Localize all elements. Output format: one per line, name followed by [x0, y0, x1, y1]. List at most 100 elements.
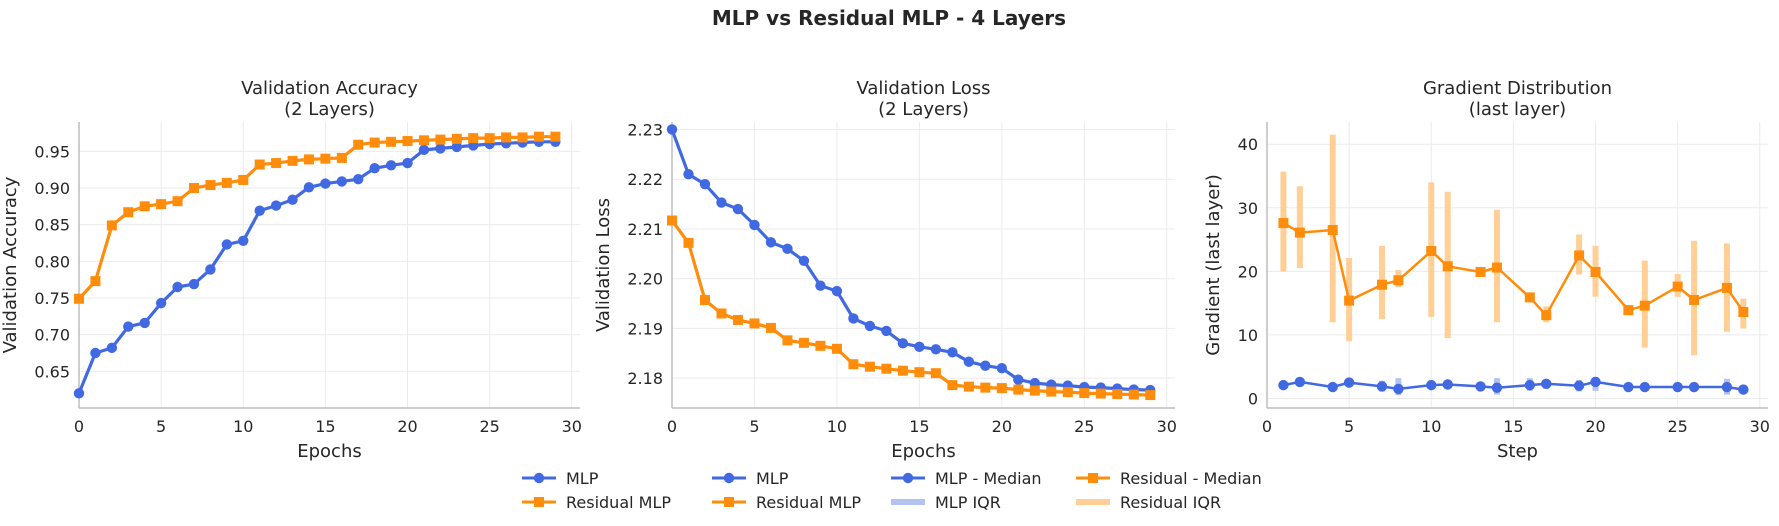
data-point — [666, 124, 678, 135]
data-point — [517, 132, 528, 143]
data-point — [1491, 382, 1503, 393]
data-point — [1294, 376, 1306, 388]
x-tick-label: 15 — [909, 417, 929, 436]
x-tick-label: 20 — [397, 417, 417, 436]
y-tick-label: 2.21 — [627, 220, 663, 239]
data-point — [287, 155, 298, 166]
data-point — [897, 365, 908, 376]
data-point — [782, 335, 793, 346]
data-point — [74, 293, 84, 304]
data-point — [1376, 279, 1387, 290]
data-point — [815, 280, 826, 291]
data-point — [188, 278, 200, 290]
y-tick-label: 2.23 — [627, 120, 663, 139]
data-point — [683, 237, 694, 248]
data-point — [1343, 377, 1355, 388]
data-point — [831, 343, 842, 354]
data-point — [848, 313, 859, 324]
legend-entry: MLP IQR — [891, 493, 1001, 512]
data-point — [484, 133, 495, 144]
data-point — [402, 136, 413, 147]
data-point — [1426, 379, 1437, 391]
legend-entry: Residual MLP — [522, 493, 671, 512]
data-point — [1590, 266, 1601, 277]
data-point — [172, 281, 183, 293]
y-tick-label: 0 — [1248, 389, 1258, 408]
x-tick-label: 30 — [1157, 417, 1177, 436]
panel-title-line: (last layer) — [1469, 99, 1566, 120]
y-tick-label: 0.75 — [34, 289, 70, 308]
data-point — [271, 158, 282, 169]
y-tick-label: 2.20 — [627, 270, 663, 289]
data-point — [716, 308, 727, 319]
data-point — [963, 356, 975, 367]
data-point — [336, 176, 348, 187]
legend-marker — [533, 472, 545, 484]
data-point — [106, 342, 118, 354]
data-point — [336, 152, 347, 163]
data-point — [270, 200, 282, 211]
data-point — [1344, 295, 1355, 306]
legend-marker — [902, 472, 914, 484]
data-point — [1639, 381, 1651, 393]
y-tick-label: 10 — [1238, 326, 1258, 345]
data-point — [205, 264, 216, 275]
data-point — [386, 136, 397, 147]
data-point — [238, 174, 249, 185]
data-point — [782, 243, 793, 255]
data-point — [716, 197, 727, 208]
data-point — [1013, 384, 1024, 395]
x-tick-label: 20 — [992, 417, 1012, 436]
y-axis-label: Validation Loss — [593, 198, 614, 332]
y-tick-label: 2.22 — [627, 170, 663, 189]
data-point — [815, 340, 826, 351]
data-point — [1541, 310, 1552, 321]
gridlines — [78, 122, 580, 408]
data-point — [188, 183, 199, 193]
data-point — [947, 380, 958, 391]
data-point — [1029, 385, 1040, 396]
data-point — [155, 297, 167, 309]
data-point — [930, 368, 941, 379]
chart-panel-3: 0 5 10 15 20 25 30 0 10 20 30 40 Step Gradient (last … — [1203, 78, 1770, 462]
y-tick-label: 0.95 — [34, 142, 70, 161]
y-tick-label: 0.90 — [34, 179, 70, 198]
x-tick-label: 10 — [827, 417, 847, 436]
data-point — [1393, 275, 1404, 286]
data-point — [1046, 386, 1057, 397]
data-point — [1145, 390, 1156, 401]
x-tick-label: 0 — [667, 417, 677, 436]
legend: MLP Residual MLP MLP Residual MLP MLP - Medi… — [522, 469, 1262, 512]
y-tick-label: 40 — [1238, 135, 1258, 154]
data-point — [980, 360, 991, 371]
y-axis-label: Gradient (last layer) — [1203, 174, 1224, 355]
y-axis-label: Validation Accuracy — [0, 176, 21, 353]
panel-title-line: Gradient Distribution — [1423, 78, 1612, 99]
series-line — [1282, 222, 1745, 317]
legend-marker — [723, 472, 735, 484]
data-point — [1672, 281, 1683, 292]
data-point — [550, 131, 561, 142]
legend-marker — [534, 497, 544, 507]
figure-title: MLP vs Residual MLP - 4 Layers — [712, 6, 1066, 30]
legend-label: Residual MLP — [756, 493, 861, 512]
data-point — [765, 237, 777, 248]
data-point — [947, 347, 958, 358]
data-point — [996, 363, 1008, 374]
data-point — [1721, 282, 1732, 293]
data-point — [749, 318, 760, 329]
data-point — [864, 320, 876, 332]
data-point — [1294, 227, 1305, 238]
data-point — [90, 347, 101, 359]
data-point — [435, 134, 446, 145]
data-point — [864, 361, 875, 372]
y-tick-label: 2.19 — [627, 319, 663, 338]
x-tick-label: 30 — [562, 417, 582, 436]
data-point — [254, 205, 265, 216]
data-point — [418, 135, 429, 146]
data-point — [683, 169, 694, 180]
x-tick-label: 15 — [315, 417, 335, 436]
data-point — [139, 201, 150, 212]
legend-label: MLP IQR — [935, 493, 1001, 512]
